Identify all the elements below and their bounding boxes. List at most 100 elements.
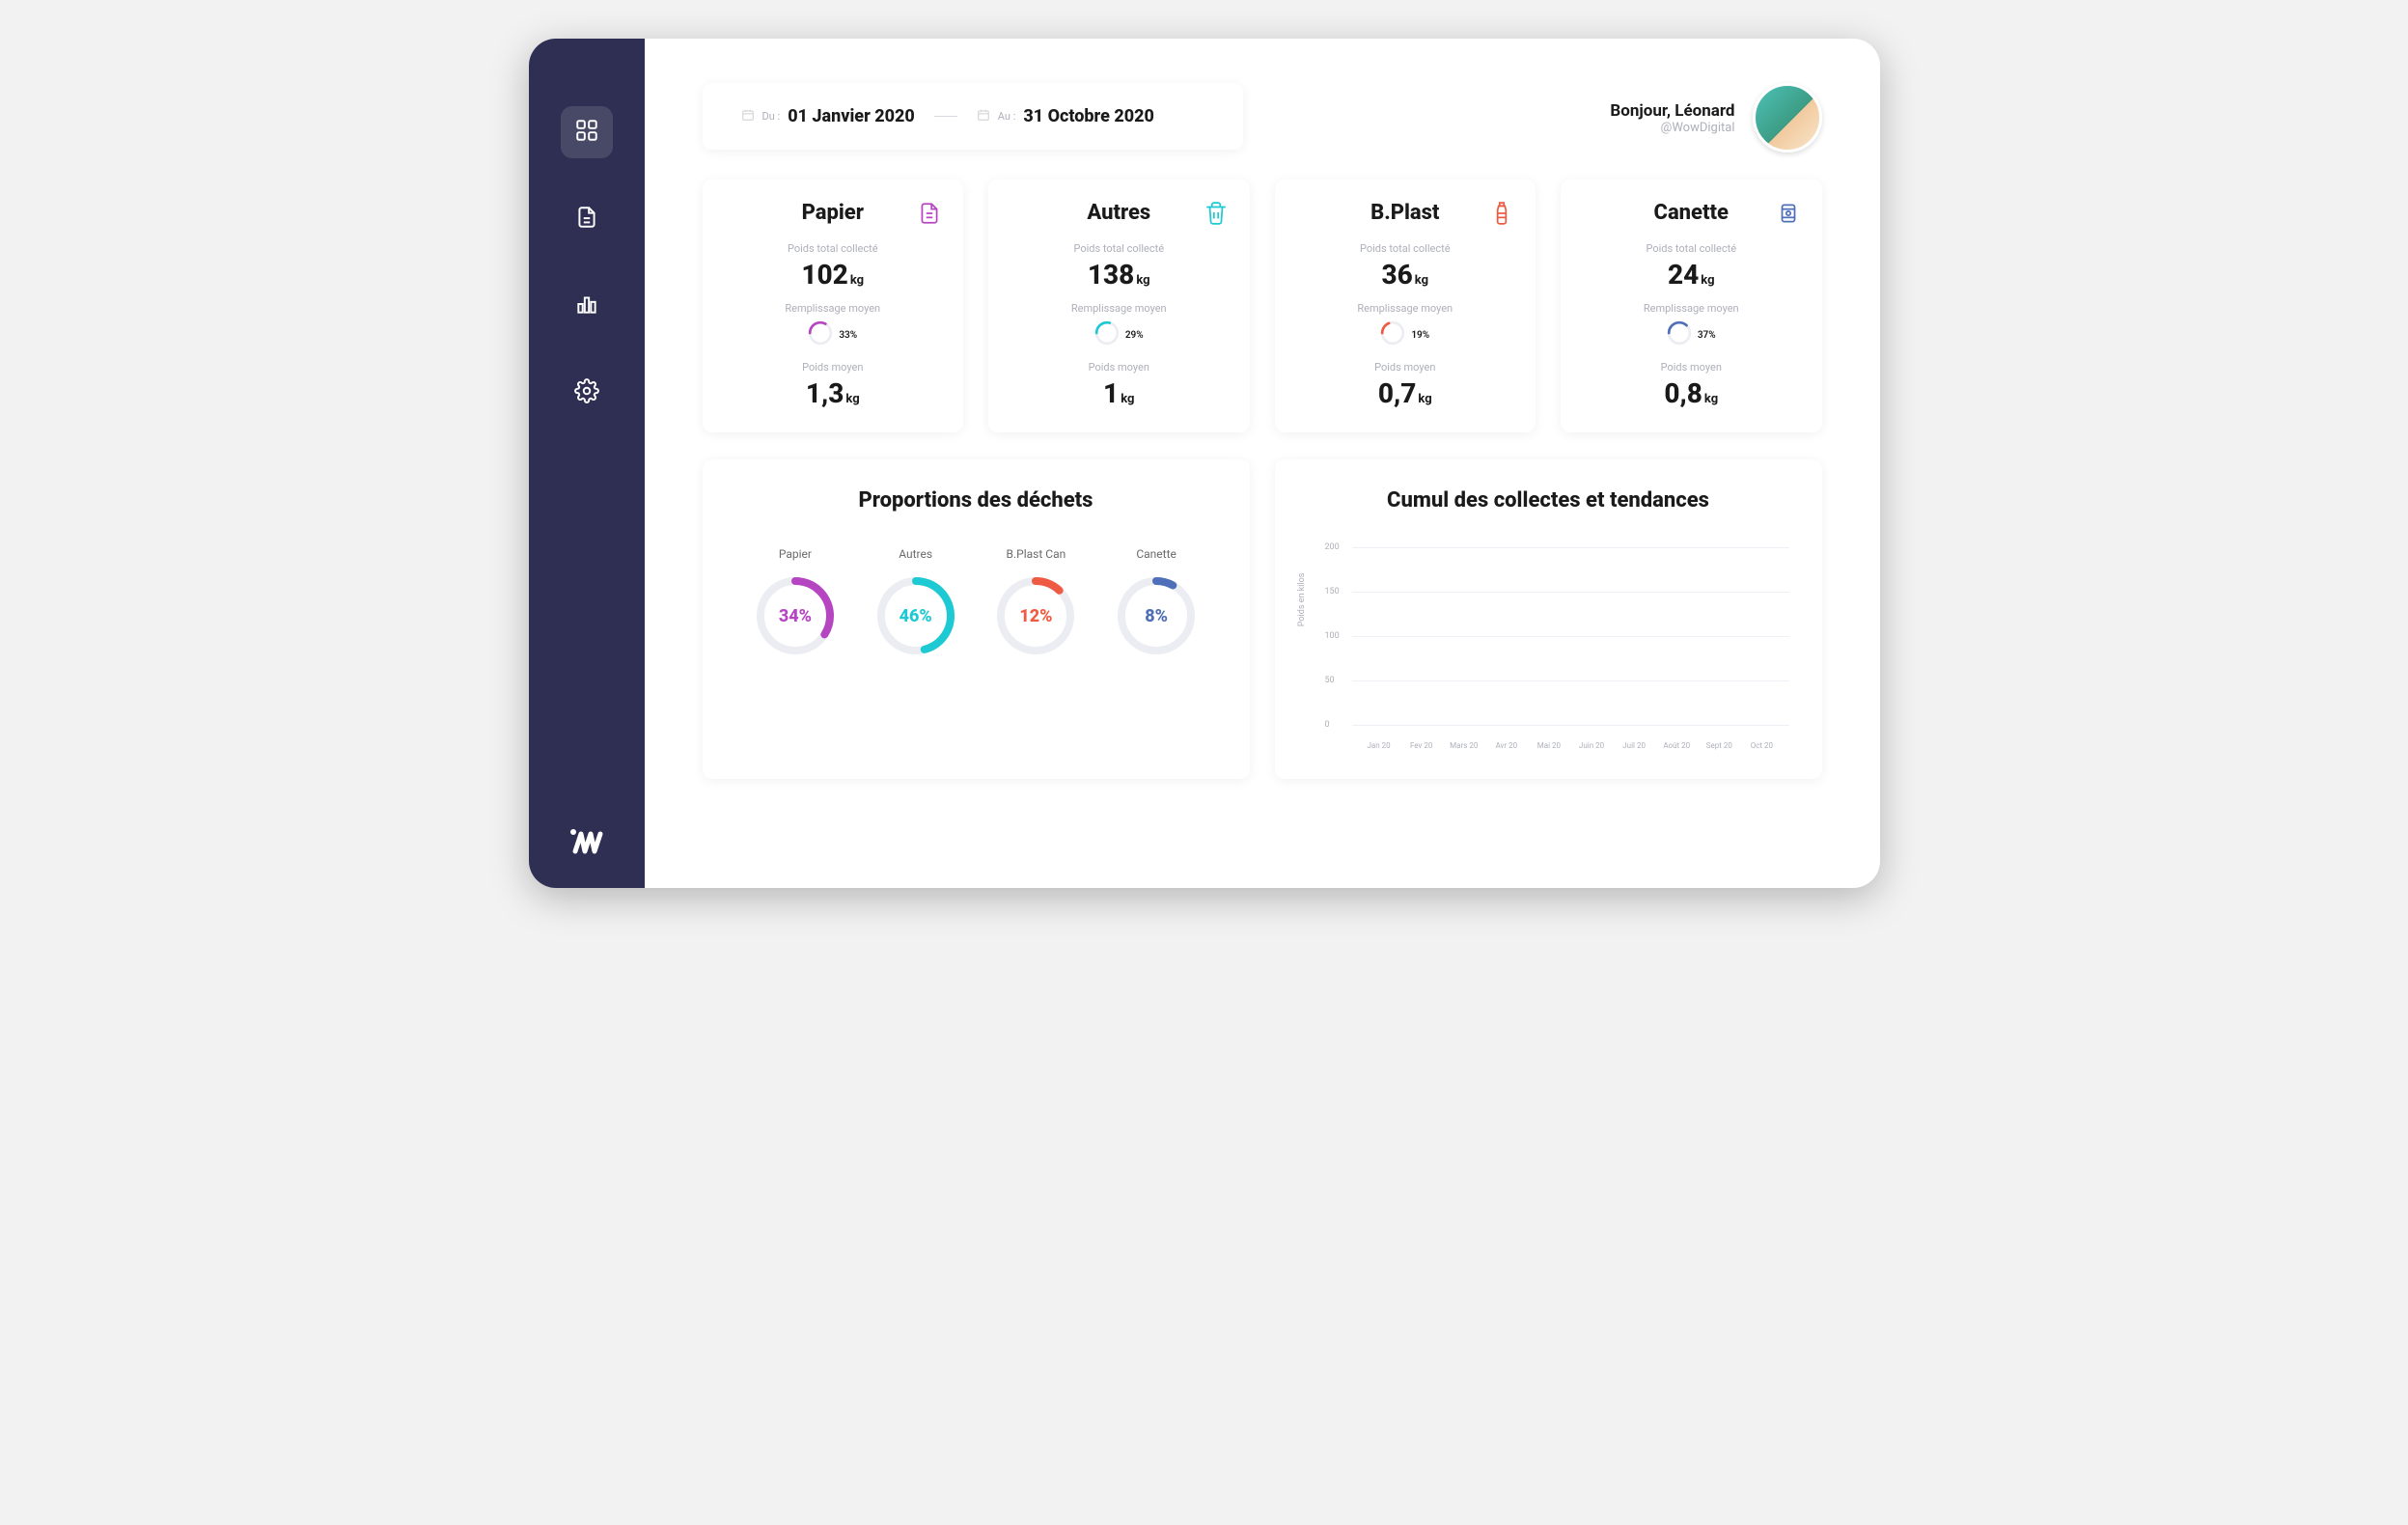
donut-chart: 12% — [994, 574, 1077, 657]
nav-documents[interactable] — [561, 193, 613, 245]
grid-icon — [574, 118, 599, 147]
calendar-icon — [977, 107, 990, 125]
total-weight-label: Poids total collecté — [1010, 242, 1229, 255]
stat-title: Canette — [1654, 201, 1729, 225]
sidebar — [529, 39, 645, 888]
donut-chart: 46% — [874, 574, 957, 657]
avg-weight-label: Poids moyen — [724, 361, 943, 374]
nav-stats[interactable] — [561, 280, 613, 332]
donut-chart: 8% — [1115, 574, 1198, 657]
donut-label: Autres — [874, 547, 957, 561]
can-icon — [1776, 201, 1801, 230]
y-tick-label: 50 — [1325, 676, 1335, 685]
total-weight-value: 138kg — [1010, 259, 1229, 291]
user-text: Bonjour, Léonard @WowDigital — [1610, 101, 1734, 135]
x-tick-label: Mai 20 — [1528, 741, 1570, 750]
bottle-icon — [1489, 201, 1514, 230]
avg-fill-label: Remplissage moyen — [724, 302, 943, 315]
total-weight-value: 102kg — [724, 259, 943, 291]
x-tick-label: Avr 20 — [1485, 741, 1528, 750]
date-from-label: Du : — [762, 110, 781, 123]
avg-weight-label: Poids moyen — [1296, 361, 1515, 374]
paper-icon — [917, 201, 942, 230]
bars-icon — [574, 291, 599, 320]
date-to[interactable]: Au : 31 Octobre 2020 — [977, 106, 1154, 126]
fill-arc-icon — [808, 320, 833, 349]
stat-card-bplast[interactable]: B.Plast Poids total collecté 36kg Rempli… — [1275, 180, 1536, 432]
avg-weight-value: 1,3kg — [724, 377, 943, 409]
main-content: Du : 01 Janvier 2020 Au : 31 Octobre 202… — [645, 39, 1880, 888]
donut-papier: Papier 34% — [754, 547, 837, 657]
stat-cards-row: Papier Poids total collecté 102kg Rempli… — [703, 180, 1822, 432]
stat-title: B.Plast — [1370, 201, 1439, 225]
donut-pct: 12% — [994, 574, 1077, 657]
x-tick-label: Juil 20 — [1613, 741, 1655, 750]
stat-card-canette[interactable]: Canette Poids total collecté 24kg Rempli… — [1561, 180, 1822, 432]
total-weight-label: Poids total collecté — [1296, 242, 1515, 255]
nav-dashboard[interactable] — [561, 106, 613, 158]
y-tick-label: 100 — [1325, 631, 1340, 641]
brand-logo — [567, 826, 606, 859]
avatar[interactable] — [1753, 83, 1822, 152]
fill-arc-icon — [1094, 320, 1120, 349]
x-tick-label: Jan 20 — [1358, 741, 1400, 750]
x-labels: Jan 20Fev 20Mars 20Avr 20Mai 20Juin 20Ju… — [1352, 741, 1789, 750]
bottom-panels: Proportions des déchets Papier 34% Autre… — [703, 459, 1822, 779]
donut-row: Papier 34% Autres 46% B.Plast Can 12% Ca… — [735, 547, 1217, 657]
avg-weight-label: Poids moyen — [1582, 361, 1801, 374]
donut-autres: Autres 46% — [874, 547, 957, 657]
donut-label: Papier — [754, 547, 837, 561]
total-weight-value: 24kg — [1582, 259, 1801, 291]
avg-fill-value: 37% — [1582, 320, 1801, 349]
date-to-label: Au : — [998, 110, 1016, 123]
date-from[interactable]: Du : 01 Janvier 2020 — [741, 106, 915, 126]
document-icon — [574, 205, 599, 234]
donut-chart: 34% — [754, 574, 837, 657]
y-tick-label: 150 — [1325, 587, 1340, 596]
user-block[interactable]: Bonjour, Léonard @WowDigital — [1610, 83, 1821, 152]
cumul-bar-chart: Poids en kilos 050100150200Jan 20Fev 20M… — [1308, 547, 1789, 750]
stat-title: Autres — [1087, 201, 1150, 225]
x-tick-label: Mars 20 — [1443, 741, 1485, 750]
avg-weight-value: 0,8kg — [1582, 377, 1801, 409]
donut-label: Canette — [1115, 547, 1198, 561]
fill-arc-icon — [1667, 320, 1692, 349]
stat-card-papier[interactable]: Papier Poids total collecté 102kg Rempli… — [703, 180, 964, 432]
user-handle: @WowDigital — [1610, 121, 1734, 135]
proportions-title: Proportions des déchets — [735, 488, 1217, 513]
user-greeting: Bonjour, Léonard — [1610, 101, 1734, 121]
fill-arc-icon — [1380, 320, 1405, 349]
x-tick-label: Fev 20 — [1400, 741, 1443, 750]
avg-fill-label: Remplissage moyen — [1582, 302, 1801, 315]
trash-icon — [1204, 201, 1229, 230]
avg-fill-value: 19% — [1296, 320, 1515, 349]
x-tick-label: Sept 20 — [1698, 741, 1740, 750]
gear-icon — [574, 378, 599, 407]
dashboard-frame: Du : 01 Janvier 2020 Au : 31 Octobre 202… — [529, 39, 1880, 888]
cumul-title: Cumul des collectes et tendances — [1308, 488, 1789, 513]
donut-label: B.Plast Can — [994, 547, 1077, 561]
date-separator — [934, 116, 957, 117]
donut-canette: Canette 8% — [1115, 547, 1198, 657]
avg-fill-value: 33% — [724, 320, 943, 349]
donut-pct: 8% — [1115, 574, 1198, 657]
donut-pct: 46% — [874, 574, 957, 657]
x-tick-label: Oct 20 — [1740, 741, 1783, 750]
avg-fill-value: 29% — [1010, 320, 1229, 349]
avg-weight-value: 0,7kg — [1296, 377, 1515, 409]
total-weight-label: Poids total collecté — [724, 242, 943, 255]
avg-weight-value: 1kg — [1010, 377, 1229, 409]
cumul-panel: Cumul des collectes et tendances Poids e… — [1275, 459, 1822, 779]
bars-area — [1352, 547, 1789, 725]
y-tick-label: 0 — [1325, 720, 1330, 730]
nav-settings[interactable] — [561, 367, 613, 419]
date-from-value: 01 Janvier 2020 — [788, 106, 915, 126]
donut-pct: 34% — [754, 574, 837, 657]
calendar-icon — [741, 107, 755, 125]
proportions-panel: Proportions des déchets Papier 34% Autre… — [703, 459, 1250, 779]
x-tick-label: Août 20 — [1655, 741, 1698, 750]
avg-weight-label: Poids moyen — [1010, 361, 1229, 374]
stat-card-autres[interactable]: Autres Poids total collecté 138kg Rempli… — [988, 180, 1250, 432]
date-range-card[interactable]: Du : 01 Janvier 2020 Au : 31 Octobre 202… — [703, 83, 1243, 150]
avg-fill-label: Remplissage moyen — [1296, 302, 1515, 315]
